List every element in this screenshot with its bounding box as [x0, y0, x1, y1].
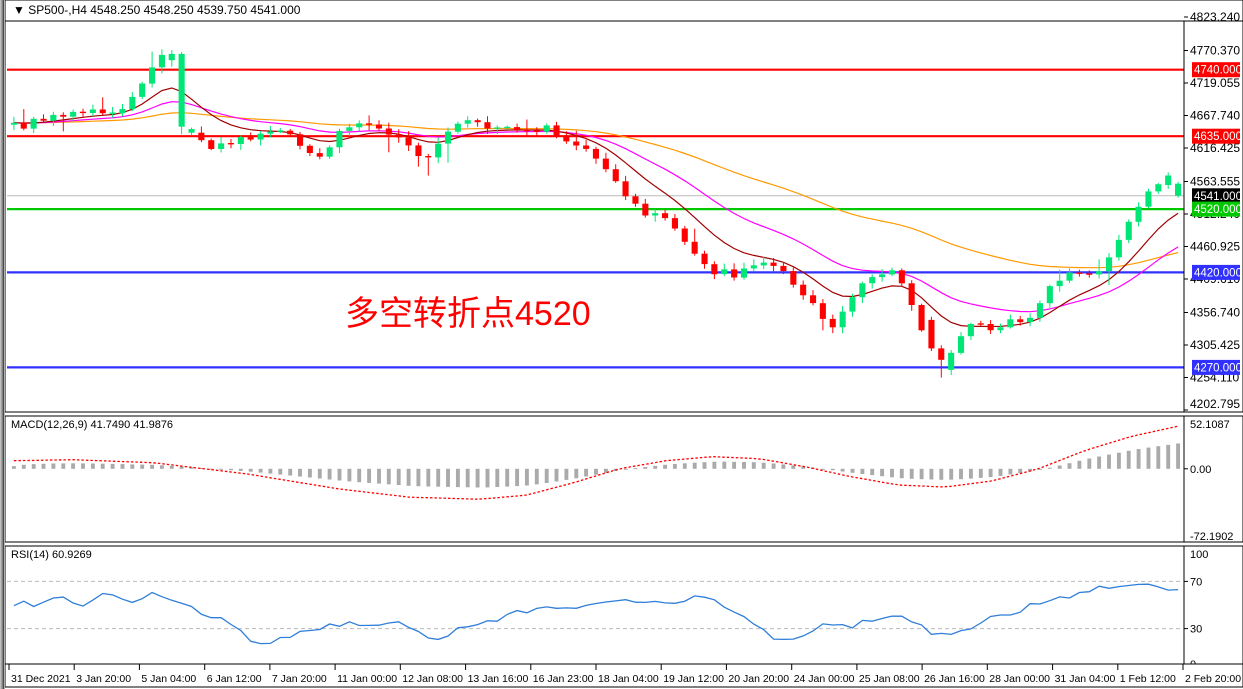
- svg-text:4770.370: 4770.370: [1190, 44, 1240, 58]
- svg-text:13 Jan 16:00: 13 Jan 16:00: [468, 673, 529, 685]
- svg-text:多空转折点4520: 多空转折点4520: [345, 295, 591, 333]
- svg-text:4202.795: 4202.795: [1190, 397, 1240, 411]
- svg-text:16 Jan 23:00: 16 Jan 23:00: [533, 673, 594, 685]
- svg-text:26 Jan 16:00: 26 Jan 16:00: [924, 673, 985, 685]
- svg-text:4719.055: 4719.055: [1190, 76, 1240, 90]
- svg-text:4541.000: 4541.000: [1194, 191, 1242, 203]
- svg-text:100: 100: [1190, 549, 1208, 561]
- svg-text:12 Jan 08:00: 12 Jan 08:00: [402, 673, 463, 685]
- svg-text:4460.925: 4460.925: [1190, 240, 1240, 254]
- svg-text:6 Jan 12:00: 6 Jan 12:00: [207, 673, 262, 685]
- svg-text:4420.000: 4420.000: [1194, 267, 1242, 279]
- svg-text:3 Jan 20:00: 3 Jan 20:00: [76, 673, 131, 685]
- svg-text:25 Jan 08:00: 25 Jan 08:00: [859, 673, 920, 685]
- svg-text:▼ SP500-,H4 4548.250 4548.2: ▼ SP500-,H4 4548.250 4548.250 4539.750 4…: [13, 3, 301, 17]
- svg-text:4270.000: 4270.000: [1194, 362, 1242, 374]
- svg-text:0.00: 0.00: [1190, 464, 1211, 476]
- svg-text:20 Jan 20:00: 20 Jan 20:00: [728, 673, 789, 685]
- svg-text:31 Dec 2021: 31 Dec 2021: [11, 673, 71, 685]
- svg-text:4356.740: 4356.740: [1190, 306, 1240, 320]
- svg-text:19 Jan 12:00: 19 Jan 12:00: [663, 673, 724, 685]
- svg-text:4667.740: 4667.740: [1190, 109, 1240, 123]
- svg-text:30: 30: [1190, 624, 1202, 636]
- svg-text:RSI(14) 60.9269: RSI(14) 60.9269: [11, 549, 92, 561]
- svg-text:4563.555: 4563.555: [1190, 175, 1240, 189]
- svg-text:-72.1902: -72.1902: [1190, 531, 1233, 543]
- svg-text:2 Feb 20:00: 2 Feb 20:00: [1185, 673, 1241, 685]
- svg-text:4823.240: 4823.240: [1190, 10, 1240, 24]
- svg-text:4635.000: 4635.000: [1194, 131, 1242, 143]
- svg-text:28 Jan 00:00: 28 Jan 00:00: [989, 673, 1050, 685]
- svg-text:11 Jan 00:00: 11 Jan 00:00: [337, 673, 397, 685]
- svg-text:5 Jan 04:00: 5 Jan 04:00: [141, 673, 196, 685]
- svg-text:4520.000: 4520.000: [1194, 204, 1242, 216]
- svg-text:7 Jan 20:00: 7 Jan 20:00: [272, 673, 327, 685]
- svg-text:31 Jan 04:00: 31 Jan 04:00: [1055, 673, 1116, 685]
- svg-text:24 Jan 00:00: 24 Jan 00:00: [794, 673, 855, 685]
- svg-text:4740.000: 4740.000: [1194, 65, 1242, 77]
- svg-text:1 Feb 12:00: 1 Feb 12:00: [1120, 673, 1176, 685]
- svg-text:4305.425: 4305.425: [1190, 338, 1240, 352]
- svg-text:MACD(12,26,9) 41.7490 41.9876: MACD(12,26,9) 41.7490 41.9876: [11, 419, 173, 431]
- svg-text:70: 70: [1190, 576, 1202, 588]
- svg-text:52.1087: 52.1087: [1190, 419, 1230, 431]
- svg-text:18 Jan 04:00: 18 Jan 04:00: [598, 673, 659, 685]
